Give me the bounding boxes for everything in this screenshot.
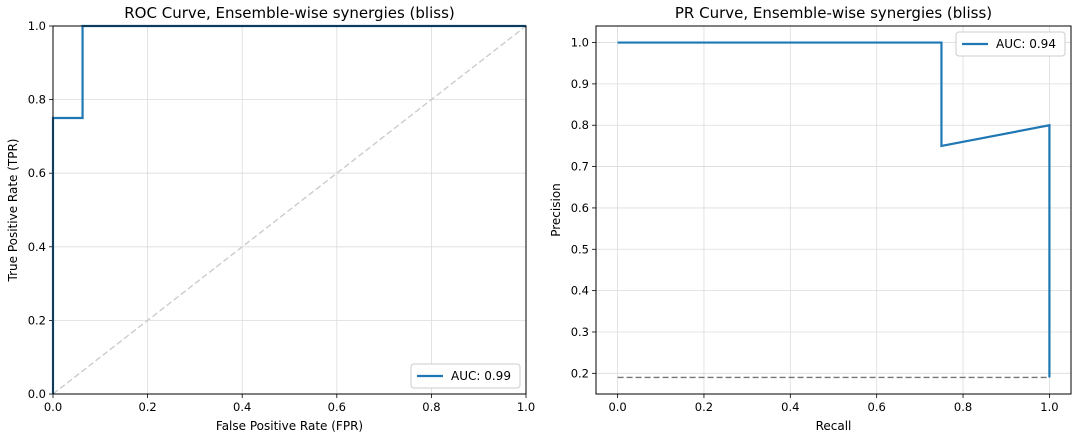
axes-frame — [595, 25, 1072, 395]
legend: AUC: 0.94 — [955, 31, 1066, 57]
y-tick-label: 0.6 — [28, 166, 46, 180]
y-tick-label: 0.3 — [571, 325, 589, 339]
x-tick-label: 0.4 — [233, 400, 251, 414]
y-tick-label: 0.0 — [28, 387, 46, 401]
axes-frame — [52, 25, 527, 395]
plot-area — [596, 26, 1071, 394]
y-tick-label: 1.0 — [28, 19, 46, 33]
legend: AUC: 0.99 — [410, 363, 521, 389]
series-line-baseline — [52, 25, 527, 395]
x-tick-label: 0.6 — [868, 400, 886, 414]
y-tick-label: 0.2 — [571, 366, 589, 380]
legend-box — [955, 31, 1066, 57]
y-tick-label: 0.2 — [28, 313, 46, 327]
x-tick-label: 1.0 — [517, 400, 535, 414]
y-axis-label: True Positive Rate (TPR) — [6, 139, 20, 283]
y-tick-label: 0.6 — [571, 201, 589, 215]
x-tick-label: 0.2 — [695, 400, 713, 414]
legend-box — [410, 363, 521, 389]
y-tick-label: 0.5 — [571, 242, 589, 256]
legend-label: AUC: 0.99 — [451, 369, 511, 383]
y-tick-label: 0.8 — [571, 118, 589, 132]
chart-title: PR Curve, Ensemble-wise synergies (bliss… — [675, 4, 992, 22]
x-tick-label: 0.2 — [138, 400, 156, 414]
x-tick-label: 0.6 — [328, 400, 346, 414]
y-tick-label: 1.0 — [571, 36, 589, 50]
chart-title: ROC Curve, Ensemble-wise synergies (blis… — [124, 4, 455, 22]
x-tick-label: 1.0 — [1040, 400, 1058, 414]
x-axis-label: False Positive Rate (FPR) — [216, 419, 363, 433]
series-line-model — [617, 41, 1051, 378]
x-tick-label: 0.4 — [781, 400, 799, 414]
y-axis-label: Precision — [549, 183, 563, 237]
x-axis-label: Recall — [816, 419, 852, 433]
y-tick-label: 0.8 — [28, 93, 46, 107]
x-tick-label: 0.0 — [608, 400, 626, 414]
x-tick-label: 0.8 — [422, 400, 440, 414]
x-tick-label: 0.8 — [954, 400, 972, 414]
y-tick-label: 0.4 — [571, 284, 589, 298]
roc-panel: 0.0 0.2 0.4 0.6 0.8 1.0 0.0 0.2 0.4 0.6 0.8 1.0 ROC … — [6, 4, 535, 433]
y-tick-label: 0.7 — [571, 160, 589, 174]
pr-panel: 0.0 0.2 0.4 0.6 0.8 1.0 0.2 0.3 0.4 0.5 0.6 0.7 0.8 0… — [549, 4, 1072, 433]
y-tick-label: 0.4 — [28, 240, 46, 254]
y-tick-label: 0.9 — [571, 77, 589, 91]
x-tick-label: 0.0 — [44, 400, 62, 414]
legend-label: AUC: 0.94 — [996, 37, 1056, 51]
